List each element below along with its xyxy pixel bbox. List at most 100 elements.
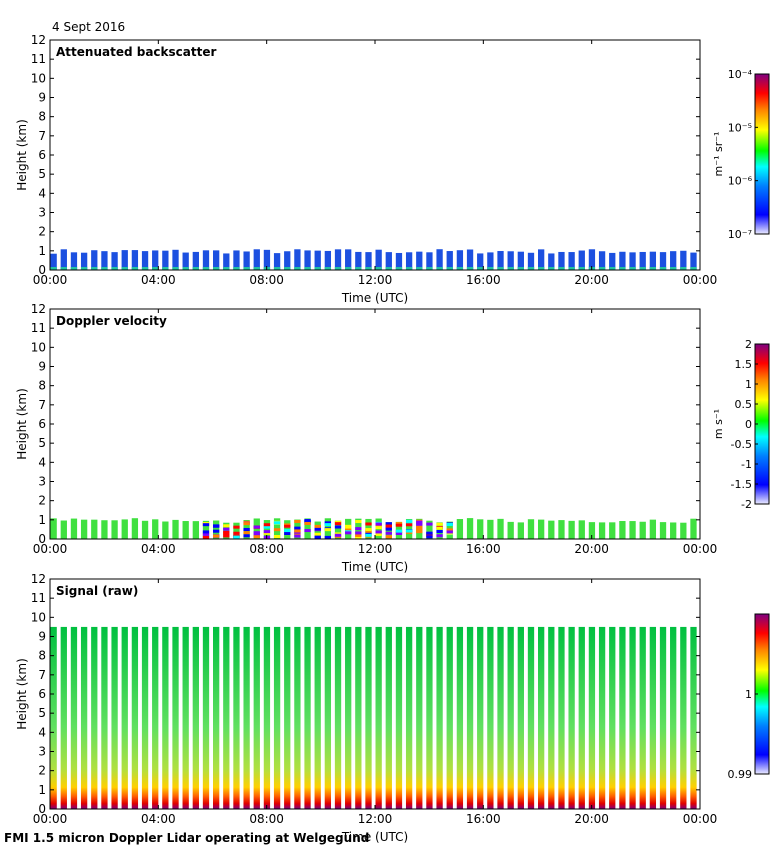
velocity-cell — [253, 531, 260, 535]
near-surface-cell — [121, 267, 128, 270]
data-column — [487, 252, 494, 270]
data-column — [91, 519, 98, 539]
near-surface-cell — [152, 267, 159, 270]
x-tick-label: 00:00 — [33, 812, 68, 826]
data-column — [162, 521, 169, 539]
data-column — [558, 251, 565, 270]
x-tick-label: 20:00 — [574, 273, 609, 287]
data-column — [416, 626, 423, 809]
data-column — [324, 250, 332, 270]
y-tick-label: 7 — [38, 398, 46, 412]
y-tick-label: 12 — [31, 572, 46, 586]
y-tick-label: 3 — [38, 745, 46, 759]
velocity-cell — [334, 533, 342, 537]
data-column — [517, 626, 524, 809]
data-column — [405, 252, 413, 270]
x-axis-label: Time (UTC) — [341, 291, 408, 305]
colorbar-tick-label: 1 — [745, 688, 752, 701]
velocity-cell — [385, 535, 392, 539]
data-column — [609, 252, 616, 270]
data-column — [314, 626, 321, 809]
data-column — [182, 626, 189, 809]
data-column — [70, 252, 78, 270]
data-column — [80, 626, 88, 809]
data-column — [588, 522, 596, 539]
near-surface-cell — [558, 267, 565, 270]
data-column — [263, 520, 271, 539]
data-column — [517, 522, 524, 539]
velocity-cell — [405, 519, 413, 523]
near-surface-cell — [659, 267, 667, 270]
colorbar — [754, 73, 770, 235]
near-surface-cell — [405, 267, 413, 270]
data-column — [192, 521, 199, 539]
y-tick-label: 5 — [38, 706, 46, 720]
data-column — [395, 626, 403, 809]
data-column — [649, 519, 657, 539]
data-column — [101, 626, 108, 809]
near-surface-cell — [548, 267, 555, 270]
near-surface-cell — [609, 267, 616, 270]
data-column — [507, 251, 514, 270]
near-surface-cell — [243, 267, 250, 270]
y-tick-label: 4 — [38, 186, 46, 200]
colorbar-units: m⁻¹ sr⁻¹ — [712, 132, 725, 177]
panel-title: Attenuated backscatter — [56, 45, 216, 59]
velocity-cell — [263, 523, 271, 527]
near-surface-cell — [223, 267, 230, 270]
velocity-cell — [202, 535, 210, 539]
y-axis-label: Height (km) — [15, 388, 29, 459]
x-tick-label: 00:00 — [33, 542, 68, 556]
data-column — [619, 251, 626, 270]
velocity-cell — [243, 522, 250, 526]
data-column — [477, 253, 484, 270]
data-column — [659, 252, 667, 270]
x-tick-label: 00:00 — [33, 273, 68, 287]
x-tick-label: 20:00 — [574, 812, 609, 826]
velocity-cell — [365, 522, 372, 526]
near-surface-cell — [426, 267, 433, 270]
data-column — [568, 520, 575, 539]
velocity-cell — [436, 534, 443, 538]
near-surface-cell — [497, 267, 504, 270]
data-column — [680, 626, 687, 809]
velocity-cell — [304, 529, 311, 533]
velocity-cell — [426, 522, 433, 526]
data-column — [517, 251, 524, 270]
velocity-cell — [365, 529, 372, 533]
y-tick-label: 5 — [38, 436, 46, 450]
data-column — [436, 249, 443, 270]
data-column — [60, 249, 67, 270]
colorbar-tick-label: 10⁻⁷ — [728, 228, 752, 241]
near-surface-cell — [273, 267, 281, 270]
colorbar-units: m s⁻¹ — [712, 409, 725, 439]
velocity-cell — [405, 529, 413, 533]
y-tick-label: 7 — [38, 129, 46, 143]
data-column — [202, 250, 210, 270]
y-tick-label: 4 — [38, 455, 46, 469]
x-tick-label: 08:00 — [249, 273, 284, 287]
plot-frame — [49, 308, 701, 540]
data-column — [426, 252, 433, 270]
data-column — [466, 249, 474, 270]
velocity-cell — [202, 523, 210, 527]
velocity-cell — [385, 531, 392, 535]
near-surface-cell — [355, 267, 362, 270]
velocity-cell — [284, 529, 291, 533]
velocity-cell — [426, 535, 433, 539]
velocity-cell — [304, 519, 311, 523]
near-surface-cell — [213, 267, 220, 270]
data-column — [588, 249, 596, 270]
data-column — [355, 626, 362, 809]
data-column — [131, 518, 139, 539]
data-column — [568, 252, 575, 270]
velocity-cell — [213, 524, 220, 528]
velocity-cell — [284, 524, 291, 528]
data-column — [243, 626, 250, 809]
data-column — [253, 249, 260, 270]
data-column — [192, 626, 199, 809]
data-column — [243, 251, 250, 270]
x-tick-label: 04:00 — [141, 273, 176, 287]
